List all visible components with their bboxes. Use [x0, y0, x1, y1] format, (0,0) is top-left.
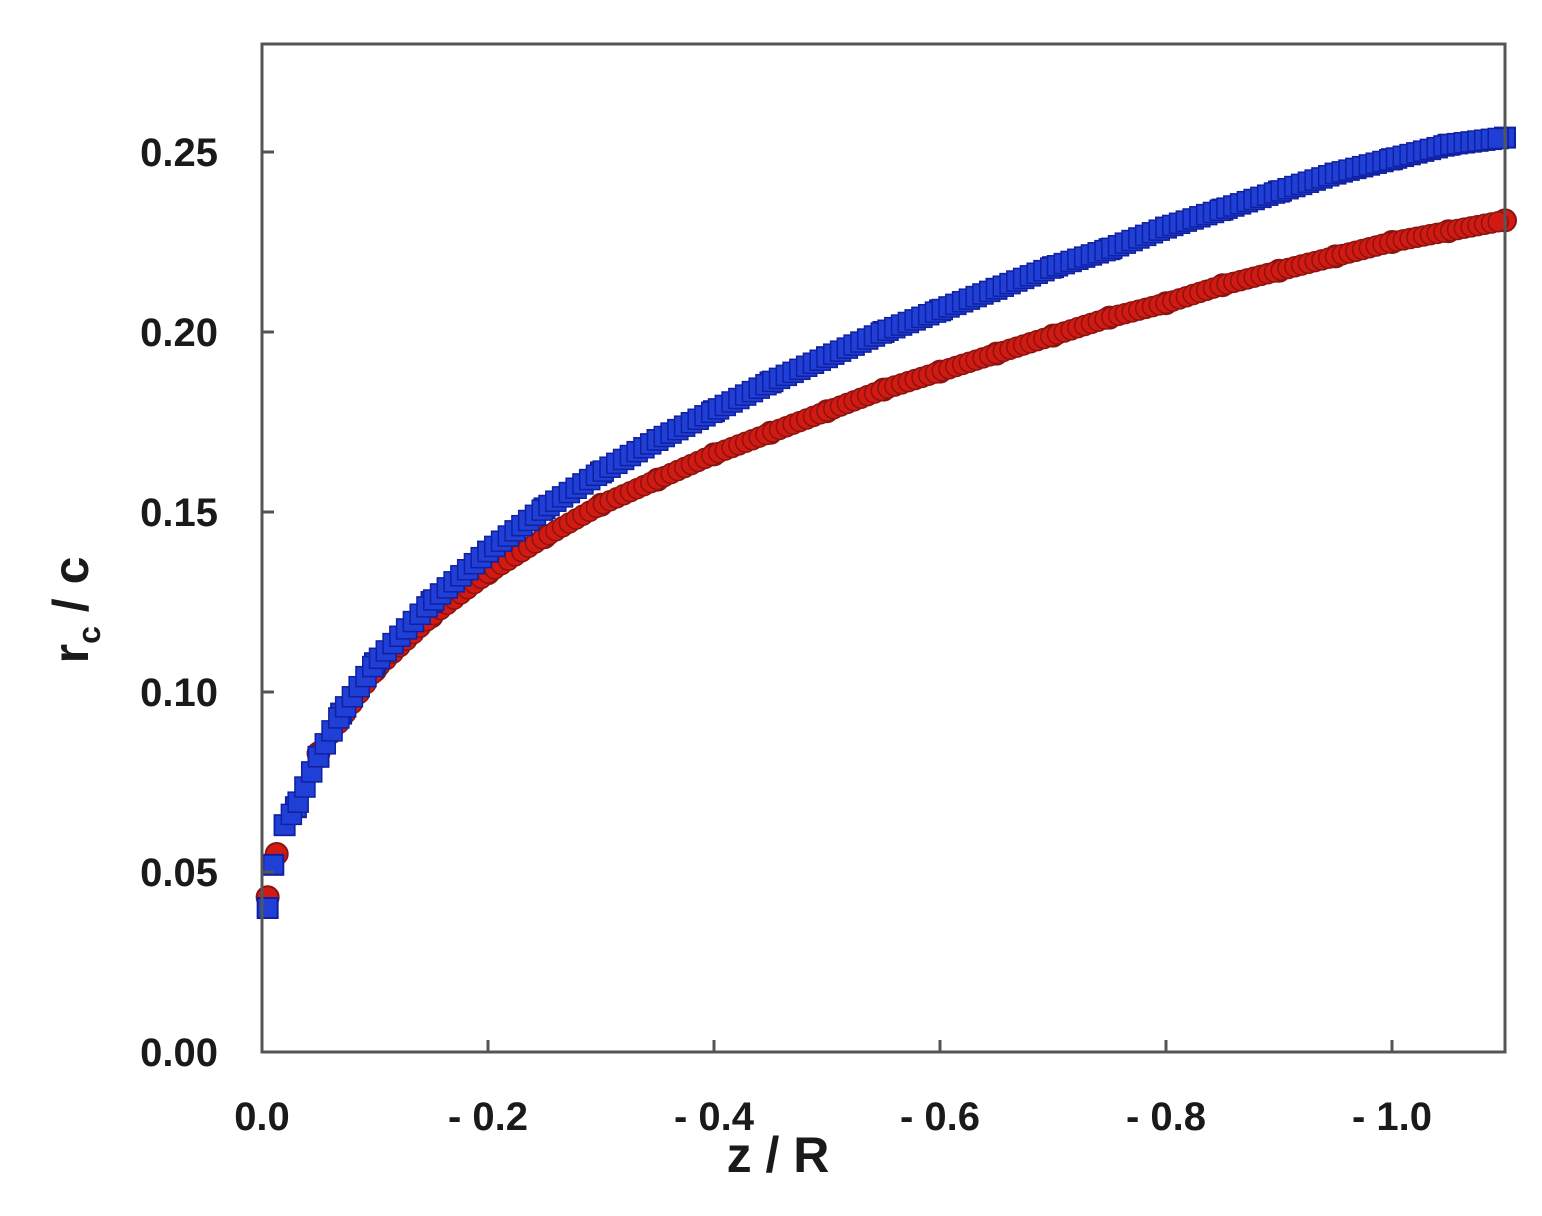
red-series-marker — [1487, 210, 1509, 233]
y-tick-label: 0.10 — [140, 671, 218, 715]
x-tick-label: - 0.8 — [1126, 1095, 1206, 1139]
x-tick-label: - 1.0 — [1352, 1095, 1432, 1139]
data-markers — [255, 126, 1517, 919]
y-axis-title: rc / c — [43, 557, 107, 664]
y-tick-label: 0.25 — [140, 131, 218, 175]
blue-series-marker — [1487, 127, 1509, 150]
x-axis-title: z / R — [727, 1127, 830, 1183]
y-tick-label: 0.15 — [140, 491, 218, 535]
y-axis-title-main: r — [43, 644, 99, 663]
y-axis-title-subscript: c — [71, 626, 107, 644]
x-tick-label: - 0.2 — [448, 1095, 528, 1139]
y-axis: 0.00 0.05 0.10 0.15 0.20 0.25 — [140, 131, 274, 1075]
x-tick-label: - 0.6 — [900, 1095, 980, 1139]
x-axis: 0.0 - 0.2 - 0.4 - 0.6 - 0.8 - 1.0 — [234, 1040, 1432, 1139]
y-tick-label: 0.20 — [140, 311, 218, 355]
y-tick-label: 0.00 — [140, 1031, 218, 1075]
x-tick-label: - 0.4 — [674, 1095, 755, 1139]
x-tick-label: 0.0 — [234, 1095, 290, 1139]
y-tick-label: 0.05 — [140, 851, 218, 895]
plot-frame — [260, 42, 1507, 1054]
y-axis-title-tail: / c — [43, 557, 99, 626]
